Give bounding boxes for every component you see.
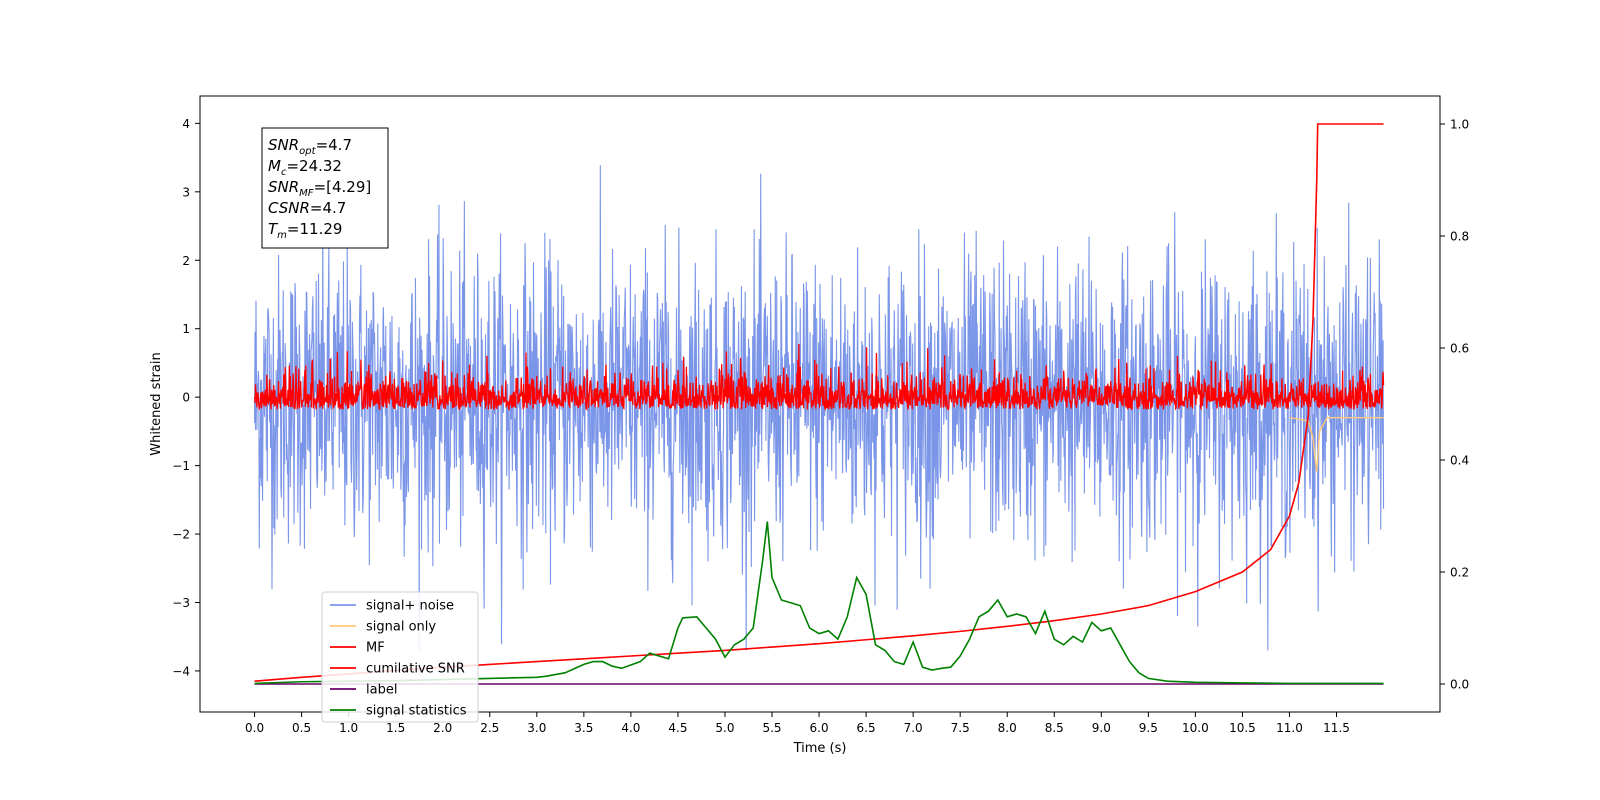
x-tick-label: 8.5 — [1045, 721, 1064, 735]
x-tick-label: 3.0 — [527, 721, 546, 735]
y-tick-label: −3 — [172, 596, 190, 610]
annotation-line: Tm=11.29 — [268, 220, 342, 241]
annotation-symbol: M — [268, 157, 281, 175]
x-tick-label: 4.5 — [668, 721, 687, 735]
y2-tick-label: 0.2 — [1450, 566, 1469, 580]
series-signal-only-line — [1289, 416, 1384, 473]
plot-frame — [199, 95, 1441, 713]
annotation-subscript: MF — [299, 188, 314, 199]
y-axis-right: 1.0 0.8 0.6 0.4 0.2 0.0 — [1440, 118, 1469, 692]
legend-label: signal statistics — [366, 704, 467, 719]
y-tick-label: 4 — [182, 117, 190, 131]
x-tick-label: 8.0 — [998, 721, 1017, 735]
x-tick-label: 9.0 — [1092, 721, 1111, 735]
x-tick-label: 11.5 — [1323, 721, 1350, 735]
x-tick-label: 4.0 — [621, 721, 640, 735]
x-tick-label: 7.0 — [904, 721, 923, 735]
legend-label: MF — [366, 641, 385, 656]
series-signal-statistics-line — [254, 521, 1384, 685]
x-tick-label: 7.5 — [951, 721, 970, 735]
x-tick-label: 5.0 — [715, 721, 734, 735]
annotation-symbol: CSNR — [268, 199, 310, 217]
y-tick-label: −4 — [172, 664, 190, 678]
x-tick-label: 10.5 — [1229, 721, 1256, 735]
y-tick-label: 0 — [182, 391, 190, 405]
x-tick-label: 6.0 — [810, 721, 829, 735]
annotation-value: =4.7 — [316, 136, 352, 154]
legend: signal+ noise signal only MF cumilative SNR… — [321, 591, 479, 723]
y2-tick-label: 0.8 — [1450, 230, 1469, 244]
y-tick-label: −2 — [172, 528, 190, 542]
annotation-symbol: T — [268, 220, 279, 238]
annotation-value: =11.29 — [287, 220, 343, 238]
annotation-value: =24.32 — [286, 157, 342, 175]
y2-tick-label: 0.0 — [1450, 678, 1469, 692]
x-tick-label: 9.5 — [1139, 721, 1158, 735]
annotation-line: Mc=24.32 — [268, 157, 342, 178]
legend-label: signal only — [366, 620, 436, 635]
y2-tick-label: 0.4 — [1450, 454, 1469, 468]
x-tick-label: 6.5 — [857, 721, 876, 735]
y-axis-left: 4 3 2 1 0 −1 −2 −3 −4 — [172, 117, 200, 678]
series-cumulative-snr-line — [254, 123, 1384, 682]
annotation-line: SNRopt=4.7 — [268, 136, 352, 157]
x-axis-label: Time (s) — [793, 741, 847, 756]
annotation-value: =4.7 — [310, 199, 346, 217]
x-tick-label: 10.0 — [1182, 721, 1209, 735]
x-tick-label: 3.5 — [574, 721, 593, 735]
x-tick-label: 0.5 — [292, 721, 311, 735]
y-tick-label: 2 — [182, 254, 190, 268]
legend-label: signal+ noise — [366, 599, 454, 614]
y2-tick-label: 1.0 — [1450, 118, 1469, 132]
x-axis: 0.0 0.5 1.0 1.5 2.0 2.5 3.0 3.5 4.0 4.5 5.0 5.5 6.0 6… — [245, 712, 1350, 735]
legend-label: label — [366, 683, 397, 698]
annotation-subscript: c — [281, 167, 287, 178]
x-tick-label: 11.0 — [1276, 721, 1303, 735]
annotation-symbol: SNR — [268, 136, 299, 154]
x-tick-label: 5.5 — [762, 721, 781, 735]
series-mf-line — [253, 344, 1385, 412]
annotation-symbol: SNR — [268, 178, 299, 196]
legend-frame — [321, 591, 479, 723]
y-axis-label: Whitened strain — [149, 352, 164, 455]
y2-tick-label: 0.6 — [1450, 342, 1469, 356]
x-tick-label: 1.5 — [386, 721, 405, 735]
plot-area — [253, 123, 1385, 685]
annotation-line: SNRMF=[4.29] — [268, 178, 371, 199]
y-tick-label: 1 — [182, 322, 190, 336]
annotation-subscript: m — [277, 230, 287, 241]
x-tick-label: 1.0 — [339, 721, 358, 735]
annotation-line: CSNR=4.7 — [268, 199, 346, 217]
annotation-subscript: opt — [299, 146, 316, 157]
y-tick-label: −1 — [172, 459, 190, 473]
legend-label: cumilative SNR — [366, 662, 465, 677]
x-tick-label: 0.0 — [245, 721, 264, 735]
x-tick-label: 2.5 — [480, 721, 499, 735]
annotation-value: =[4.29] — [314, 178, 372, 196]
y-tick-label: 3 — [182, 185, 190, 199]
annotation-box: SNRopt=4.7Mc=24.32SNRMF=[4.29]CSNR=4.7Tm… — [261, 127, 389, 249]
x-tick-label: 2.0 — [433, 721, 452, 735]
annotation-frame — [261, 127, 389, 249]
